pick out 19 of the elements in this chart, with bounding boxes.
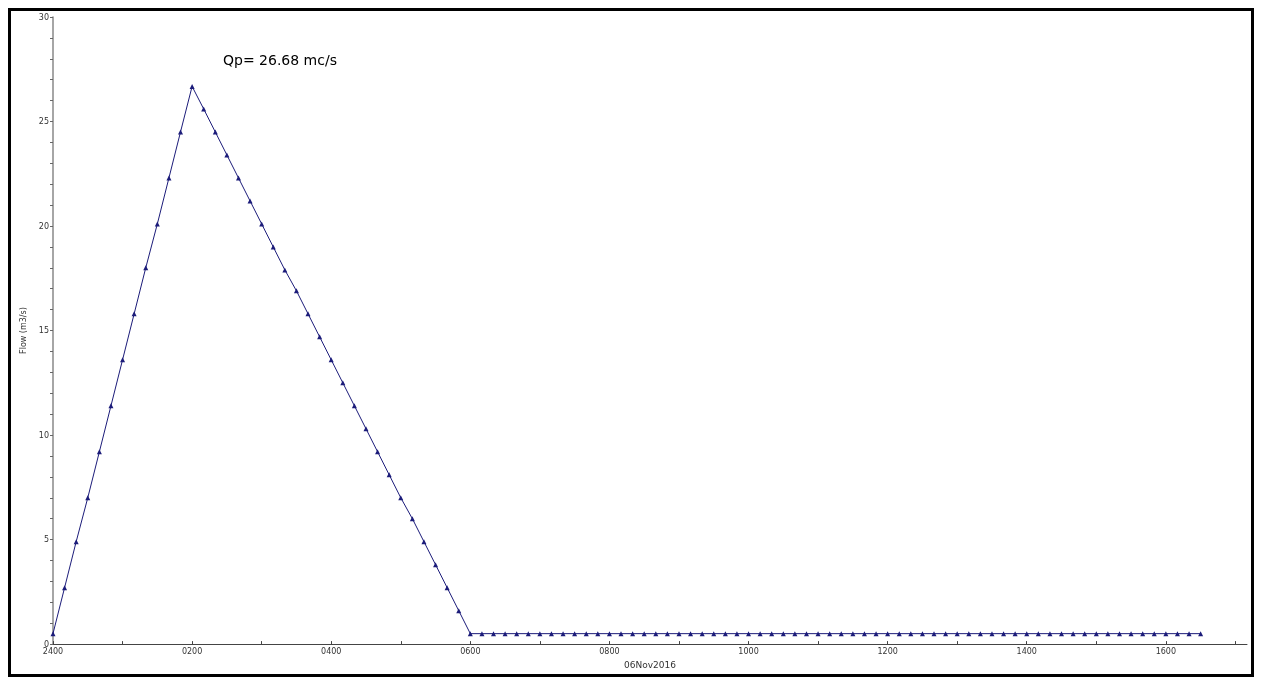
x-tick-label: 1400 [1016, 646, 1037, 656]
x-axis-title: 06Nov2016 [624, 659, 677, 670]
x-tick-label: 1000 [738, 646, 759, 656]
x-tick-label: 1200 [877, 646, 898, 656]
y-tick-label: 15 [38, 326, 49, 336]
x-tick-label: 0400 [321, 646, 342, 656]
annotation: Qp= 26.68 mc/s [223, 52, 337, 68]
y-tick-label: 30 [38, 12, 49, 22]
y-axis-title: Flow (m3/s) [18, 307, 28, 354]
y-tick-label: 5 [43, 535, 49, 545]
y-tick-label: 10 [38, 430, 49, 440]
x-tick-label: 1600 [1155, 646, 1177, 656]
x-tick-label: 0800 [599, 646, 620, 656]
x-tick-label: 0200 [181, 646, 203, 656]
y-tick-label: 0 [43, 639, 49, 649]
x-tick-label: 2400 [42, 646, 64, 656]
y-tick-label: 20 [38, 221, 49, 231]
x-tick-label: 0600 [460, 646, 481, 656]
y-tick-label: 25 [38, 117, 49, 127]
